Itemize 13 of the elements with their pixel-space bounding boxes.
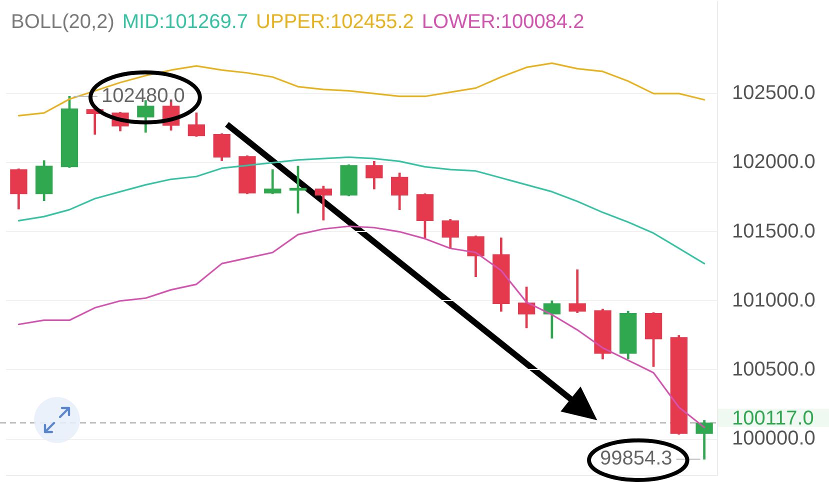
y-tick-label: 101000.0 [732, 289, 816, 312]
text: BOLL(20,2) [11, 11, 114, 33]
text: UPPER:102455.2 [256, 11, 414, 33]
y-tick-label: 102000.0 [732, 151, 816, 174]
text: MID:101269.7 [122, 11, 248, 33]
y-tick-label: 102500.0 [732, 82, 816, 104]
annotation: 102480.0 [101, 84, 185, 107]
y-tick-label: 100000.0 [732, 428, 816, 450]
text: LOWER:100084.2 [422, 11, 584, 33]
y-tick-label: 100500.0 [732, 358, 816, 380]
ref-line-label: 100117.0 [732, 407, 814, 430]
y-tick-label: 101500.0 [732, 220, 816, 242]
annotation: 99854.3 [600, 448, 672, 470]
